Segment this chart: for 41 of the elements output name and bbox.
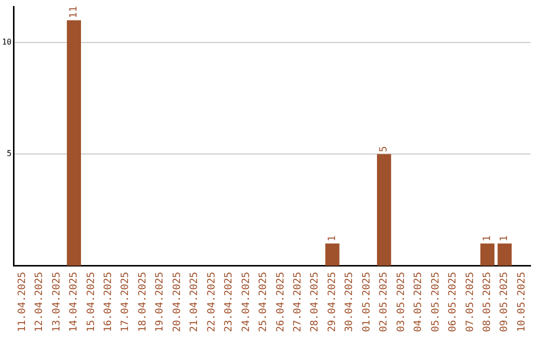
x-tick-label: 15.04.2025 [86, 272, 97, 332]
x-tick-label: 12.04.2025 [34, 272, 46, 332]
data-label: 1 [482, 235, 494, 242]
bar [480, 243, 494, 266]
x-tick-label: 02.05.2025 [378, 272, 390, 332]
x-tick-label: 30.04.2025 [344, 272, 356, 332]
x-tick-label: 19.04.2025 [154, 272, 166, 332]
x-tick-label: 10.05.2025 [516, 272, 528, 332]
x-tick-label: 03.05.2025 [396, 272, 407, 332]
x-tick-label: 27.04.2025 [292, 272, 304, 332]
bar [325, 243, 340, 266]
bar [66, 20, 81, 266]
x-tick-label: 04.05.2025 [413, 272, 424, 332]
y-tick-label: 10 [2, 38, 12, 47]
x-tick-label: 20.04.2025 [172, 272, 183, 332]
data-label: 1 [326, 235, 338, 242]
bar [376, 154, 392, 266]
x-tick-label: 06.05.2025 [448, 272, 459, 332]
x-tick-label: 13.04.2025 [51, 272, 62, 332]
x-tick-label: 29.04.2025 [326, 272, 338, 332]
x-tick-label: 18.04.2025 [137, 272, 148, 332]
data-label: 11 [68, 6, 80, 18]
x-tick-label: 11.04.2025 [16, 272, 28, 332]
x-tick-label: 16.04.2025 [102, 272, 114, 332]
data-label: 1 [499, 235, 510, 242]
x-tick-label: 25.04.2025 [258, 272, 270, 332]
x-tick-label: 07.05.2025 [464, 272, 476, 332]
x-tick-label: 14.04.2025 [68, 272, 80, 332]
x-tick-label: 05.05.2025 [430, 272, 442, 332]
data-label: 5 [378, 146, 390, 152]
x-tick-label: 26.04.2025 [275, 272, 286, 332]
bar [498, 243, 512, 266]
x-tick-label: 08.05.2025 [482, 272, 494, 332]
x-tick-label: 01.05.2025 [361, 272, 372, 332]
x-tick-label: 22.04.2025 [206, 272, 218, 332]
x-tick-label: 09.05.2025 [499, 272, 510, 332]
x-tick-label: 17.04.2025 [120, 272, 132, 332]
x-tick-label: 24.04.2025 [240, 272, 252, 332]
x-tick-label: 21.04.2025 [189, 272, 200, 332]
x-tick-label: 23.04.2025 [224, 272, 235, 332]
x-tick-label: 28.04.2025 [310, 272, 321, 332]
